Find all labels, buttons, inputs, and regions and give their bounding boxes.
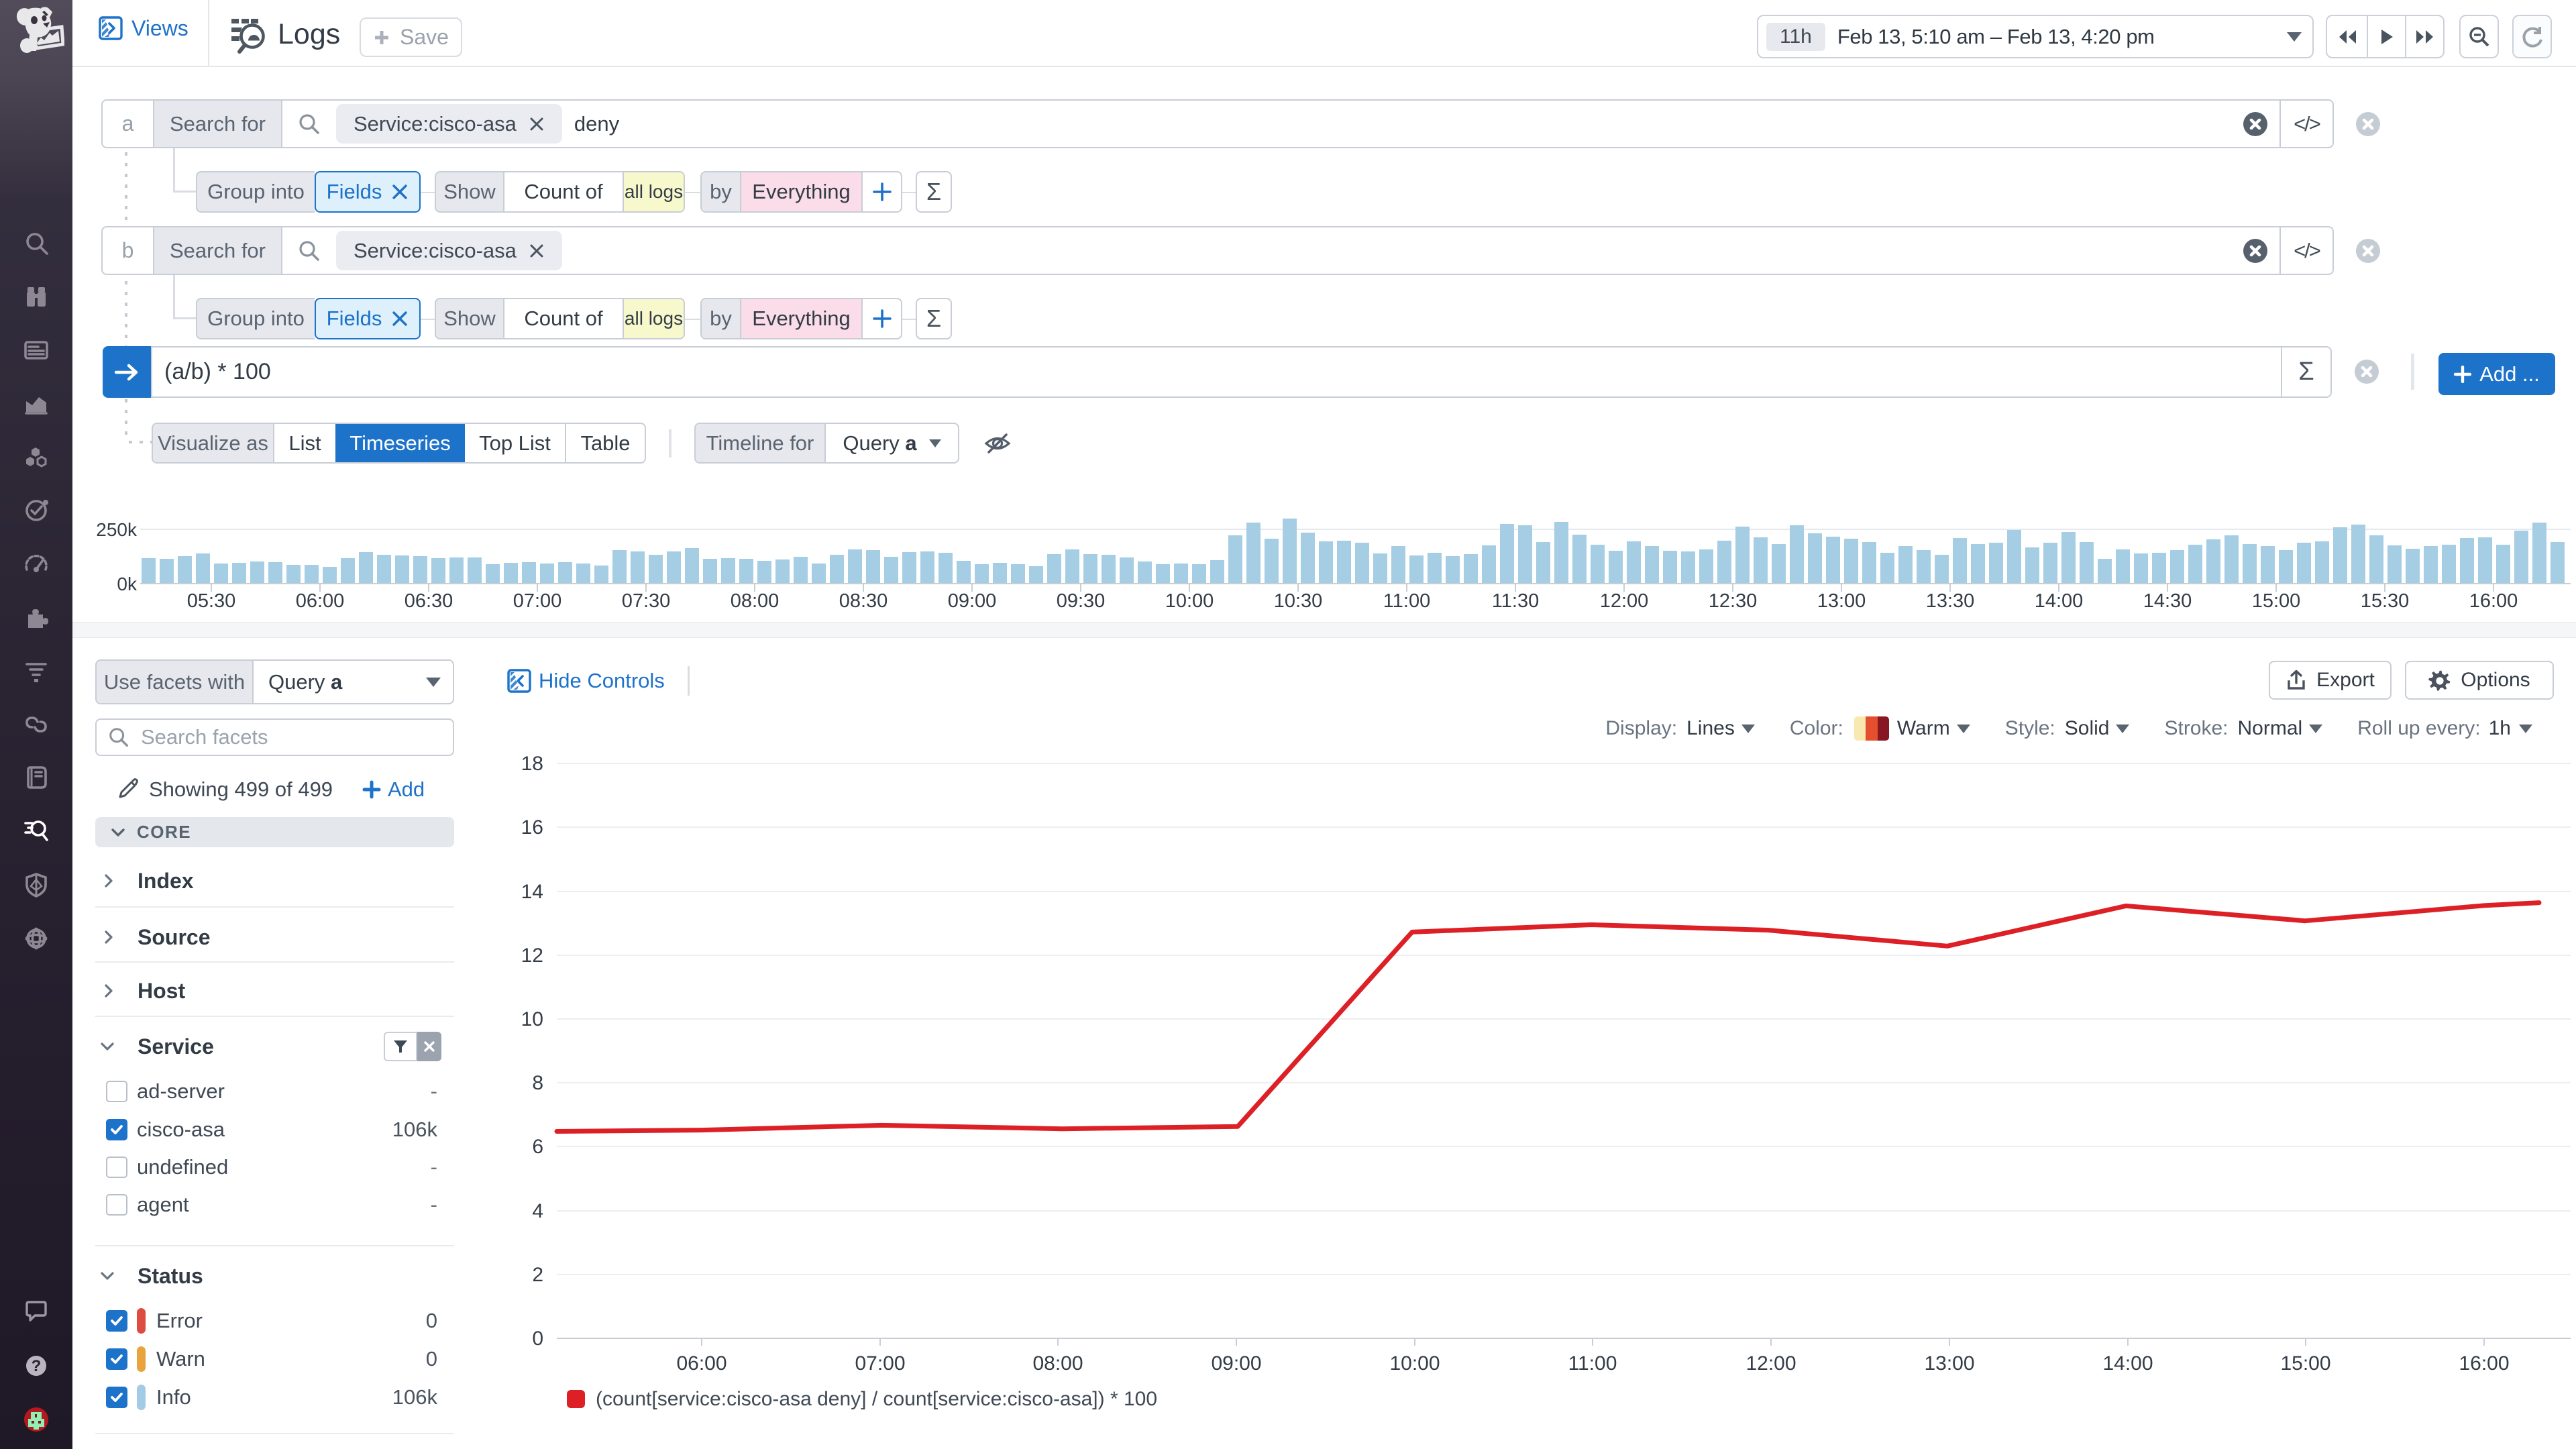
svg-text:05:30: 05:30: [187, 590, 236, 612]
svg-text:07:00: 07:00: [513, 590, 562, 612]
svg-text:13:30: 13:30: [1926, 590, 1975, 612]
svg-text:09:00: 09:00: [1211, 1352, 1261, 1375]
svg-text:?: ?: [32, 1357, 42, 1375]
svg-text:2: 2: [532, 1264, 543, 1286]
svg-text:14:00: 14:00: [2035, 590, 2084, 612]
svg-text:08:30: 08:30: [839, 590, 888, 612]
svg-text:06:30: 06:30: [405, 590, 453, 612]
svg-text:10:00: 10:00: [1165, 590, 1214, 612]
svg-text:09:00: 09:00: [948, 590, 997, 612]
svg-text:250k: 250k: [96, 519, 138, 540]
svg-text:12:00: 12:00: [1746, 1352, 1796, 1375]
svg-text:18: 18: [521, 753, 543, 775]
svg-text:11:00: 11:00: [1568, 1352, 1617, 1375]
svg-text:11:00: 11:00: [1383, 590, 1430, 612]
svg-text:14: 14: [521, 881, 543, 903]
svg-text:14:00: 14:00: [2102, 1352, 2153, 1375]
svg-text:10:00: 10:00: [1389, 1352, 1440, 1375]
svg-text:15:00: 15:00: [2252, 590, 2301, 612]
svg-text:08:00: 08:00: [1032, 1352, 1083, 1375]
svg-text:08:00: 08:00: [731, 590, 780, 612]
svg-text:12: 12: [521, 945, 543, 967]
svg-text:16:00: 16:00: [2469, 590, 2518, 612]
svg-text:0k: 0k: [117, 574, 138, 594]
svg-text:10:30: 10:30: [1274, 590, 1323, 612]
svg-text:10: 10: [521, 1008, 543, 1030]
svg-text:11:30: 11:30: [1492, 590, 1539, 612]
svg-text:06:00: 06:00: [676, 1352, 727, 1375]
svg-text:6: 6: [532, 1136, 543, 1158]
svg-text:0: 0: [532, 1328, 543, 1350]
svg-text:15:30: 15:30: [2361, 590, 2410, 612]
svg-text:12:00: 12:00: [1600, 590, 1649, 612]
svg-text:07:30: 07:30: [622, 590, 671, 612]
svg-text:06:00: 06:00: [296, 590, 345, 612]
svg-text:16: 16: [521, 816, 543, 839]
svg-text:07:00: 07:00: [855, 1352, 905, 1375]
svg-text:13:00: 13:00: [1924, 1352, 1974, 1375]
svg-text:4: 4: [532, 1200, 543, 1222]
svg-text:14:30: 14:30: [2143, 590, 2192, 612]
svg-text:15:00: 15:00: [2280, 1352, 2330, 1375]
svg-text:8: 8: [532, 1072, 543, 1094]
svg-text:09:30: 09:30: [1057, 590, 1106, 612]
svg-text:12:30: 12:30: [1709, 590, 1758, 612]
svg-text:16:00: 16:00: [2459, 1352, 2509, 1375]
svg-text:13:00: 13:00: [1817, 590, 1866, 612]
